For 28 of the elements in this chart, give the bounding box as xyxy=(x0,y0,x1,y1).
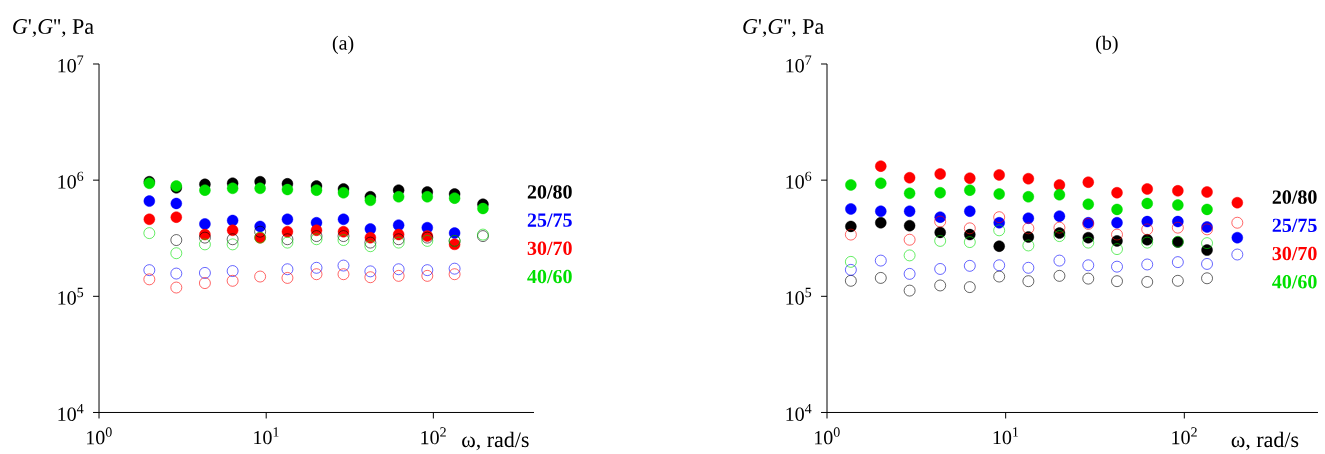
y-tick-label: 10$^{4}$ xyxy=(786,404,812,421)
text: 25/75 xyxy=(527,213,572,227)
text: 40/60 xyxy=(1272,275,1317,289)
x-tick-label: 10$^{0}$ xyxy=(815,427,840,445)
y-tick-label: 10$^{6}$ xyxy=(58,171,84,189)
x-axis-title: ω, rad/s xyxy=(1231,431,1299,451)
y-axis-title: G',G'', Pa xyxy=(13,19,94,38)
series-label: 20/80 xyxy=(527,185,572,199)
y-tick-label: 10$^{4}$ xyxy=(58,404,84,421)
text: 40/60 xyxy=(527,269,572,284)
y-tick-label: 10$^{5}$ xyxy=(58,287,84,305)
y-axis-title: G',G'', Pa xyxy=(743,19,824,38)
y-tick-label: 10$^{6}$ xyxy=(786,171,812,189)
text: 30/70 xyxy=(527,241,572,256)
chart-title: (a) xyxy=(332,35,354,54)
chart-title: (b) xyxy=(1096,35,1118,54)
series-label: 25/75 xyxy=(1272,218,1317,233)
y-tick-label: 10$^{5}$ xyxy=(786,287,812,305)
y-tick-label: 10$^{7}$ xyxy=(58,55,84,73)
x-tick-label: 10$^{1}$ xyxy=(254,427,279,445)
x-tick-label: 10$^{2}$ xyxy=(1172,427,1197,445)
text: 30/70 xyxy=(1272,246,1317,261)
x-tick-label: 10$^{0}$ xyxy=(87,427,112,445)
text: 20/80 xyxy=(1272,190,1317,204)
y-tick-label: 10$^{7}$ xyxy=(786,55,812,73)
x-axis-title: ω, rad/s xyxy=(462,431,529,451)
x-tick-label: 10$^{2}$ xyxy=(421,427,446,445)
x-tick-label: 10$^{1}$ xyxy=(993,427,1019,445)
